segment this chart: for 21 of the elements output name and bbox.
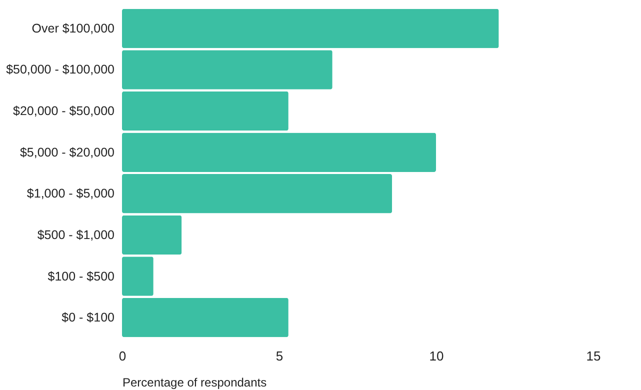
y-tick-label: $500 - $1,000 bbox=[37, 228, 115, 242]
y-tick-label: $50,000 - $100,000 bbox=[6, 62, 115, 77]
y-tick-label: $1,000 - $5,000 bbox=[26, 186, 115, 201]
bar bbox=[122, 174, 392, 214]
bar bbox=[122, 256, 154, 296]
y-tick-label: Over $100,000 bbox=[32, 21, 115, 36]
bar bbox=[122, 91, 288, 131]
x-tick-label: 15 bbox=[586, 348, 601, 364]
x-axis-title: Percentage of respondants bbox=[122, 376, 267, 390]
y-tick-label: $5,000 - $20,000 bbox=[20, 145, 115, 160]
y-tick-label: $100 - $500 bbox=[48, 269, 115, 284]
bar bbox=[122, 215, 182, 255]
bar bbox=[122, 132, 436, 172]
x-tick-label: 5 bbox=[276, 348, 284, 364]
y-tick-label: $20,000 - $50,000 bbox=[13, 104, 115, 118]
bar bbox=[122, 298, 288, 338]
x-tick-label: 0 bbox=[118, 348, 126, 364]
y-tick-label: $0 - $100 bbox=[62, 310, 115, 325]
x-tick-label: 10 bbox=[429, 348, 444, 364]
bar bbox=[122, 8, 499, 48]
bar bbox=[122, 50, 332, 90]
